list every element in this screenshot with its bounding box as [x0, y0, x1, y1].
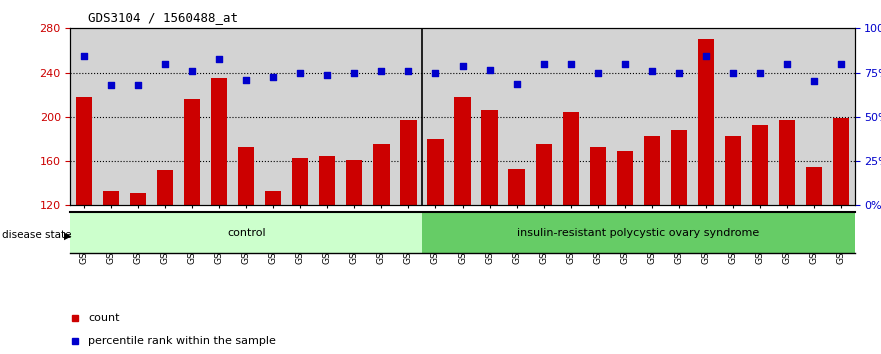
Point [645, 69, 659, 74]
Bar [76, 97, 93, 205]
Point [537, 61, 551, 67]
Bar [346, 160, 362, 205]
Bar [481, 110, 498, 205]
Point [374, 69, 389, 74]
Bar [422, 212, 855, 253]
Point [509, 81, 523, 86]
Point [483, 68, 497, 73]
Bar [211, 78, 227, 205]
Point [699, 53, 713, 59]
Point [780, 61, 794, 67]
Bar [751, 125, 768, 205]
Point [77, 53, 91, 59]
Point [618, 61, 632, 67]
Point [293, 70, 307, 75]
Text: GDS3104 / 1560488_at: GDS3104 / 1560488_at [88, 11, 238, 24]
Point [158, 61, 172, 67]
Point [239, 78, 253, 83]
Point [266, 74, 280, 80]
Bar [70, 212, 422, 253]
Bar [184, 99, 200, 205]
Bar [536, 144, 552, 205]
Point [347, 70, 361, 75]
Bar [725, 136, 741, 205]
Point [131, 82, 145, 87]
Point [672, 70, 686, 75]
Bar [455, 97, 470, 205]
Point [564, 61, 578, 67]
Bar [670, 130, 687, 205]
Point [753, 70, 767, 75]
Point [834, 61, 848, 67]
Bar [563, 113, 579, 205]
Bar [265, 191, 281, 205]
Bar [130, 193, 146, 205]
Text: ▶: ▶ [64, 230, 72, 240]
Point [402, 69, 416, 74]
Bar [698, 39, 714, 205]
Text: percentile rank within the sample: percentile rank within the sample [88, 336, 276, 346]
Bar [157, 170, 174, 205]
Bar [508, 169, 525, 205]
Point [185, 69, 199, 74]
Bar [589, 147, 606, 205]
Point [726, 70, 740, 75]
Text: disease state: disease state [2, 230, 71, 240]
Bar [617, 151, 633, 205]
Point [321, 72, 335, 78]
Bar [400, 120, 417, 205]
Bar [427, 139, 444, 205]
Bar [644, 136, 660, 205]
Text: count: count [88, 313, 120, 323]
Bar [833, 118, 849, 205]
Bar [779, 120, 795, 205]
Point [807, 79, 821, 84]
Bar [238, 147, 255, 205]
Text: insulin-resistant polycystic ovary syndrome: insulin-resistant polycystic ovary syndr… [517, 228, 759, 238]
Point [455, 63, 470, 69]
Point [590, 70, 604, 75]
Bar [374, 144, 389, 205]
Bar [103, 191, 119, 205]
Bar [806, 167, 822, 205]
Bar [292, 158, 308, 205]
Point [104, 82, 118, 87]
Text: control: control [227, 228, 265, 238]
Point [212, 57, 226, 62]
Point [428, 70, 442, 75]
Bar [319, 155, 336, 205]
